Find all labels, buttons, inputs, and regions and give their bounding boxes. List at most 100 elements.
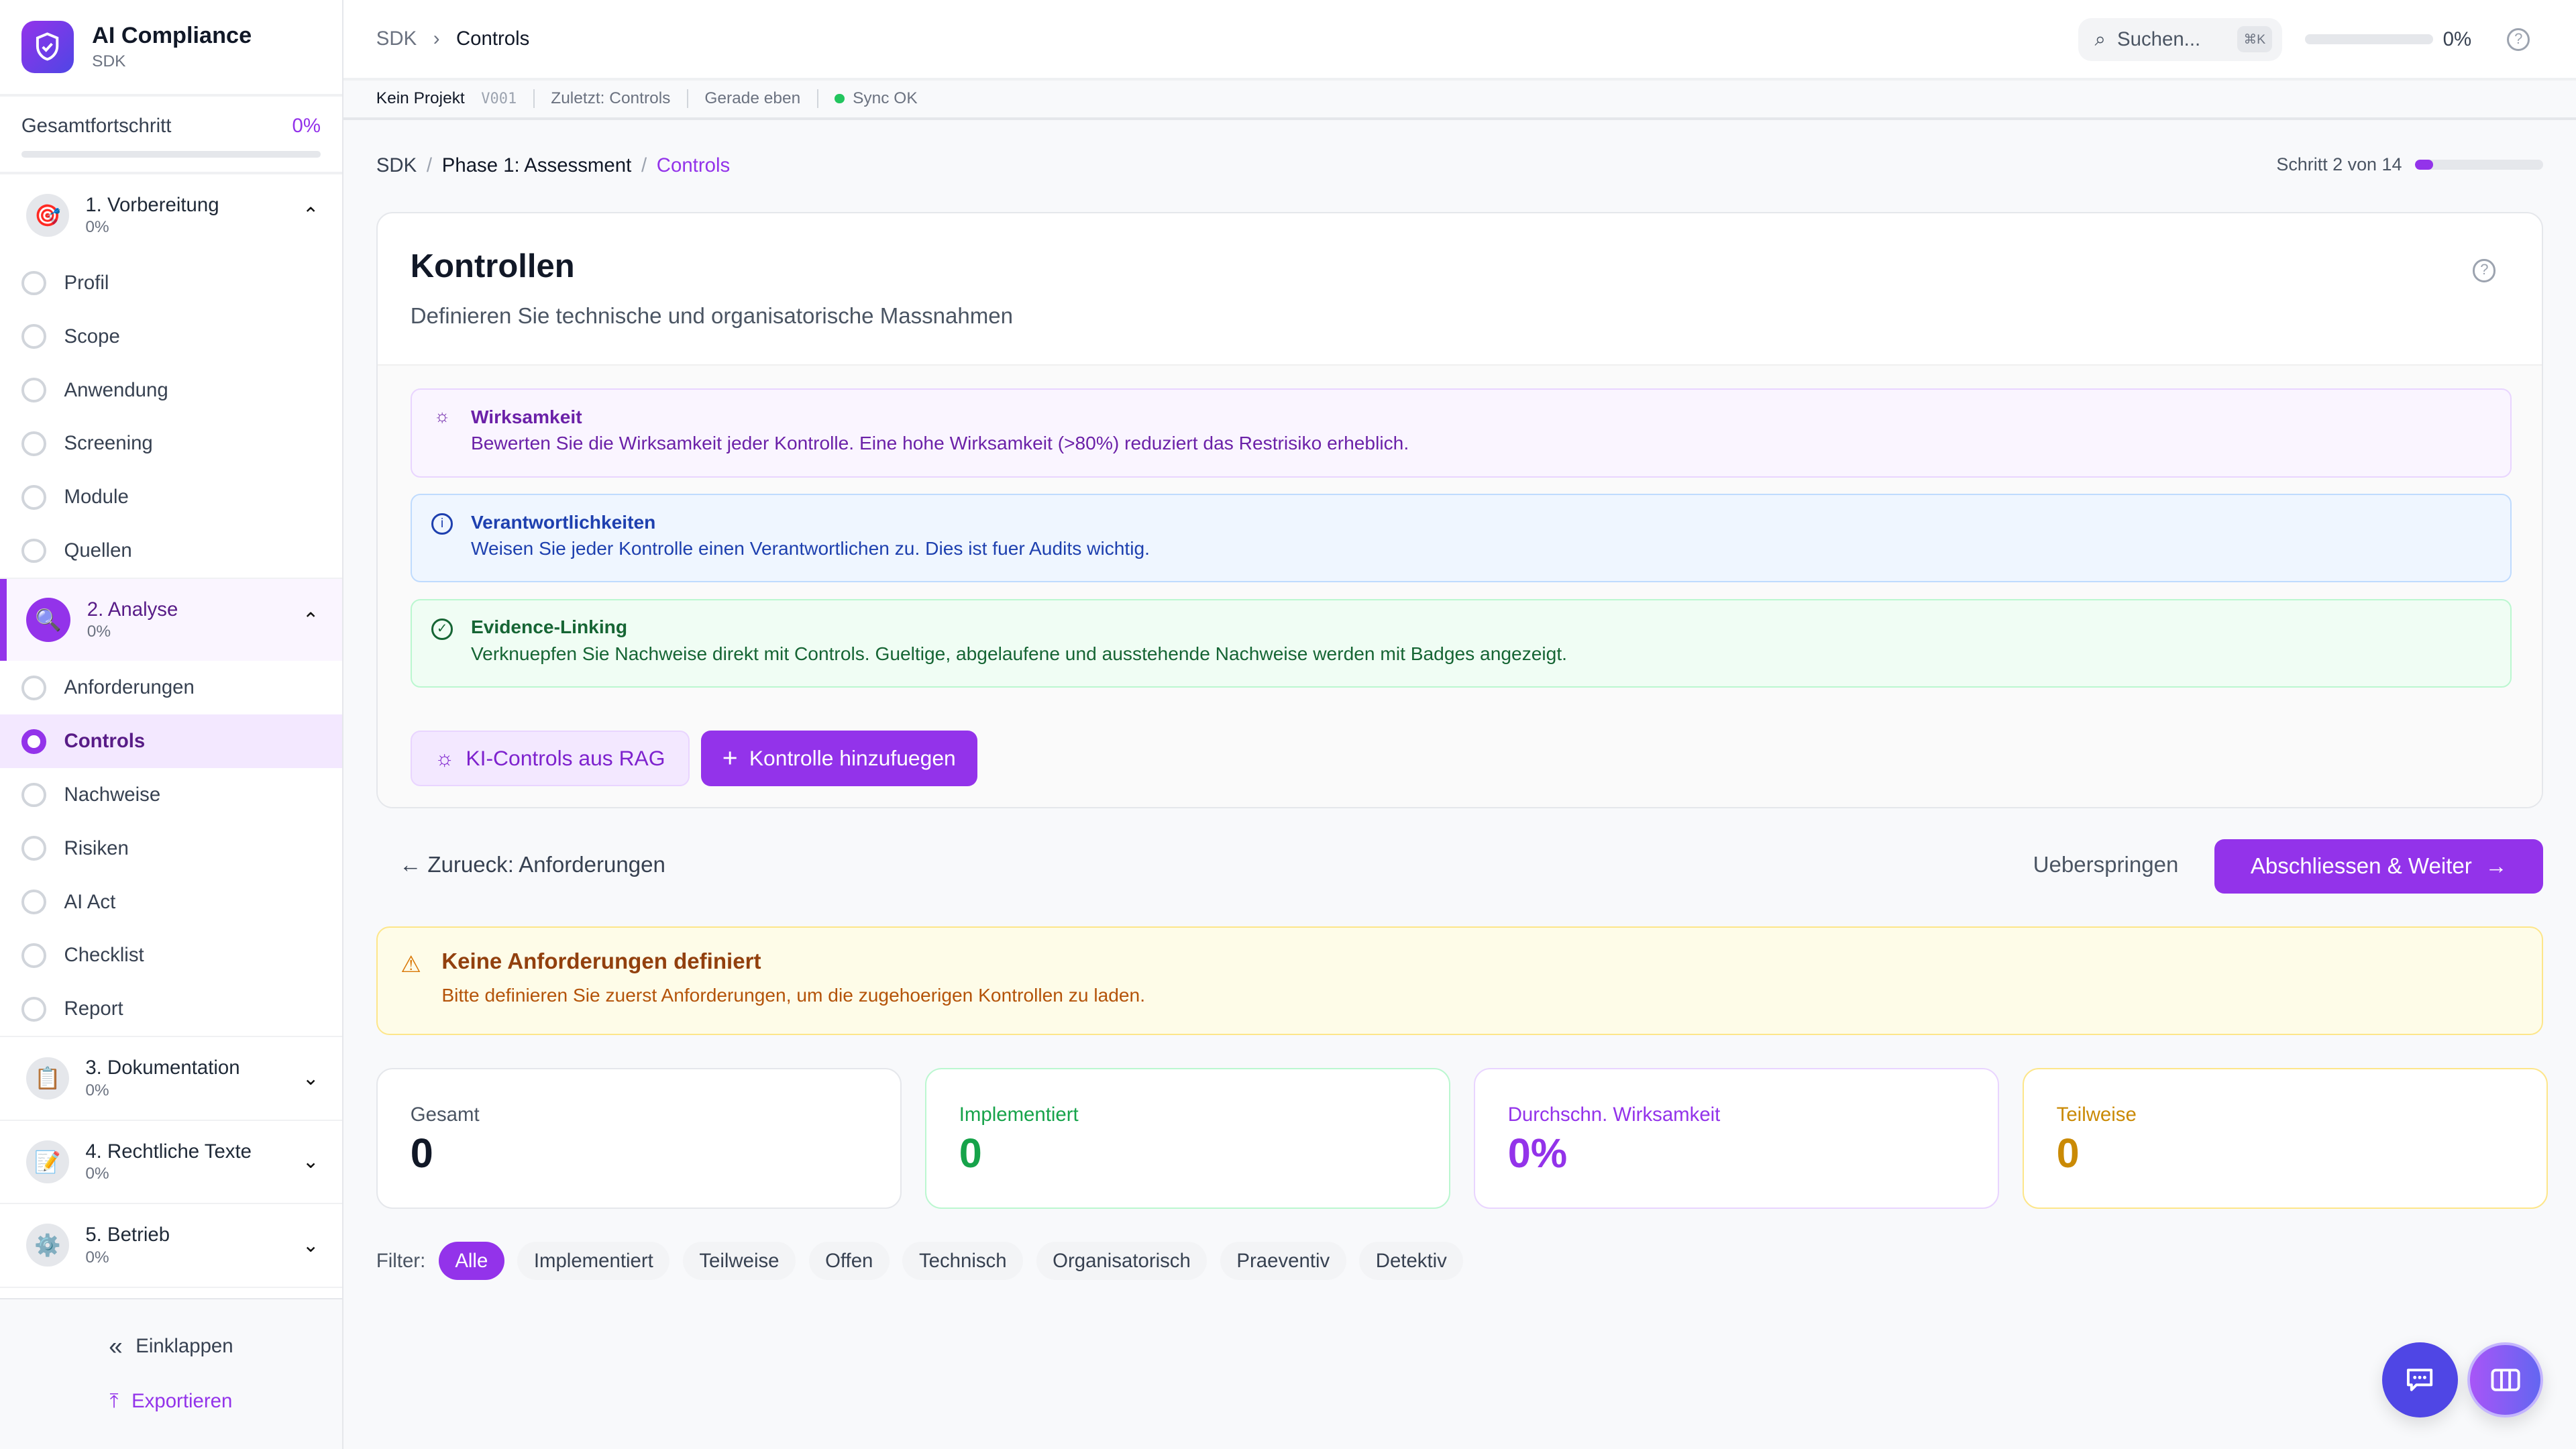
phase-header[interactable]: 🎯 1. Vorbereitung 0% ⌃ bbox=[0, 174, 342, 256]
sidebar-step[interactable]: Module bbox=[0, 470, 342, 524]
breadcrumb-phase[interactable]: Phase 1: Assessment bbox=[441, 154, 632, 177]
filter-chip[interactable]: Teilweise bbox=[682, 1242, 796, 1280]
chevron-down-icon[interactable]: ⌄ bbox=[302, 1234, 319, 1256]
chevrons-left-icon: « bbox=[109, 1332, 123, 1360]
chevron-up-icon[interactable]: ⌃ bbox=[302, 204, 319, 227]
phase-percent: 0% bbox=[85, 218, 109, 237]
stat-label: Implementiert bbox=[959, 1104, 1079, 1126]
filter-chip[interactable]: Implementiert bbox=[517, 1242, 670, 1280]
search-placeholder: Suchen... bbox=[2117, 28, 2201, 50]
radio-empty-icon bbox=[21, 324, 46, 350]
radio-empty-icon bbox=[21, 431, 46, 456]
filter-chip[interactable]: Detektiv bbox=[1359, 1242, 1464, 1280]
chat-button[interactable] bbox=[2382, 1342, 2458, 1418]
timestamp: Gerade eben bbox=[688, 89, 818, 109]
stat-card: Durchschn. Wirksamkeit 0% bbox=[1473, 1067, 2000, 1210]
step-label: Quellen bbox=[64, 539, 132, 562]
header-progress-bar bbox=[2304, 34, 2433, 45]
status-bar: Kein Projekt V001 Zuletzt: Controls Gerad… bbox=[343, 80, 2576, 120]
filter-chip[interactable]: Organisatorisch bbox=[1036, 1242, 1208, 1280]
sidebar-step[interactable]: Nachweise bbox=[0, 768, 342, 822]
back-button[interactable]: ← Zurueck: Anforderungen bbox=[399, 853, 665, 877]
collapse-button[interactable]: « Einklappen bbox=[0, 1332, 342, 1360]
filter-chip[interactable]: Praeventiv bbox=[1220, 1242, 1346, 1280]
tip-wirksamkeit: ☼ Wirksamkeit Bewerten Sie die Wirksamkeit… bbox=[410, 388, 2512, 478]
phase-percent: 0% bbox=[85, 1165, 109, 1183]
app-subtitle: SDK bbox=[92, 52, 126, 71]
phase-title: 4. Rechtliche Texte bbox=[85, 1140, 252, 1163]
sidebar-step[interactable]: Checklist bbox=[0, 929, 342, 983]
radio-empty-icon bbox=[21, 890, 46, 915]
stat-label: Durchschn. Wirksamkeit bbox=[1507, 1104, 1721, 1126]
tip-evidence-linking: ✓ Evidence-Linking Verknuepfen Sie Nachwei… bbox=[410, 598, 2512, 688]
step-label: Schritt 2 von 14 bbox=[2276, 154, 2402, 175]
chevron-up-icon[interactable]: ⌃ bbox=[302, 608, 319, 631]
phase-1: 🎯 1. Vorbereitung 0% ⌃ Profil Scope Anwendung S… bbox=[0, 174, 342, 579]
sidebar-step[interactable]: Report bbox=[0, 982, 342, 1036]
chat-icon bbox=[2407, 1368, 2433, 1391]
columns-button[interactable] bbox=[2467, 1342, 2544, 1418]
chevron-down-icon[interactable]: ⌄ bbox=[302, 1150, 319, 1173]
breadcrumb-sdk[interactable]: SDK bbox=[376, 154, 417, 177]
phase-title: 2. Analyse bbox=[87, 598, 178, 621]
phase-header[interactable]: 📋 3. Dokumentation 0% ⌄ bbox=[0, 1037, 342, 1119]
sidebar-step[interactable]: Controls bbox=[0, 714, 342, 769]
stats-row: Gesamt 0 Implementiert 0 Durchschn. Wirksamk… bbox=[376, 1067, 2548, 1210]
chevron-right-icon: › bbox=[433, 28, 440, 50]
crumb-current: Controls bbox=[455, 28, 530, 50]
search-input[interactable]: ⌕ Suchen... ⌘K bbox=[2078, 17, 2282, 61]
skip-button[interactable]: Ueberspringen bbox=[2033, 853, 2179, 877]
add-control-button[interactable]: + Kontrolle hinzufuegen bbox=[700, 730, 977, 787]
sidebar-step[interactable]: AI Act bbox=[0, 875, 342, 929]
sidebar-step[interactable]: Anforderungen bbox=[0, 661, 342, 714]
phase-header[interactable]: ⚙️ 5. Betrieb 0% ⌄ bbox=[0, 1204, 342, 1286]
sidebar-step[interactable]: Profil bbox=[0, 256, 342, 310]
export-label: Exportieren bbox=[131, 1389, 233, 1412]
stat-value: 0% bbox=[1507, 1130, 1568, 1177]
filter-chip[interactable]: Technisch bbox=[902, 1242, 1024, 1280]
stat-card: Teilweise 0 bbox=[2022, 1067, 2548, 1210]
help-icon[interactable]: ? bbox=[2473, 259, 2496, 282]
complete-next-button[interactable]: Abschliessen & Weiter → bbox=[2214, 839, 2544, 894]
sidebar-step[interactable]: Scope bbox=[0, 310, 342, 364]
columns-icon bbox=[2491, 1368, 2520, 1391]
chevron-down-icon[interactable]: ⌄ bbox=[302, 1067, 319, 1089]
header-breadcrumb: SDK › Controls bbox=[376, 28, 530, 50]
page-title: Kontrollen bbox=[410, 248, 575, 285]
radio-empty-icon bbox=[21, 996, 46, 1022]
step-indicator: Schritt 2 von 14 bbox=[2276, 154, 2544, 175]
phase-percent: 0% bbox=[87, 623, 111, 641]
sidebar-step[interactable]: Risiken bbox=[0, 822, 342, 875]
phase-4: 📝 4. Rechtliche Texte 0% ⌄ bbox=[0, 1121, 342, 1205]
stat-card: Gesamt 0 bbox=[376, 1067, 902, 1210]
phase-2: 🔍 2. Analyse 0% ⌃ Anforderungen Controls Nachw… bbox=[0, 578, 342, 1038]
plus-icon: + bbox=[722, 743, 738, 773]
phase-icon: 🎯 bbox=[26, 193, 69, 237]
shortcut-badge: ⌘K bbox=[2237, 26, 2272, 53]
upload-icon: ⤒ bbox=[109, 1389, 119, 1412]
version-label: V001 bbox=[481, 91, 517, 108]
phase-header[interactable]: 📝 4. Rechtliche Texte 0% ⌄ bbox=[0, 1121, 342, 1203]
step-label: Checklist bbox=[64, 944, 144, 967]
filter-chip[interactable]: Offen bbox=[808, 1242, 890, 1280]
rag-controls-button[interactable]: ☼ KI-Controls aus RAG bbox=[410, 730, 690, 787]
help-icon[interactable]: ? bbox=[2507, 28, 2530, 51]
phase-header[interactable]: 🔍 2. Analyse 0% ⌃ bbox=[0, 578, 342, 661]
stat-card: Implementiert 0 bbox=[924, 1067, 1451, 1210]
sidebar-step[interactable]: Quellen bbox=[0, 524, 342, 578]
last-visited: Zuletzt: Controls bbox=[535, 89, 688, 109]
progress-value: 0% bbox=[292, 115, 321, 138]
step-navigation: ← Zurueck: Anforderungen Ueberspringen A… bbox=[376, 839, 2544, 895]
app-title: AI Compliance bbox=[92, 23, 252, 49]
radio-empty-icon bbox=[21, 836, 46, 861]
export-button[interactable]: ⤒ Exportieren bbox=[0, 1390, 342, 1413]
info-icon: i bbox=[431, 513, 453, 535]
sidebar-step[interactable]: Anwendung bbox=[0, 364, 342, 417]
crumb-root[interactable]: SDK bbox=[376, 28, 417, 50]
radio-empty-icon bbox=[21, 675, 46, 700]
sidebar-step[interactable]: Screening bbox=[0, 417, 342, 471]
phase-3: 📋 3. Dokumentation 0% ⌄ bbox=[0, 1037, 342, 1121]
check-circle-icon: ✓ bbox=[431, 618, 453, 640]
filter-chip[interactable]: Alle bbox=[438, 1242, 504, 1280]
phase-icon: 📋 bbox=[26, 1057, 69, 1100]
